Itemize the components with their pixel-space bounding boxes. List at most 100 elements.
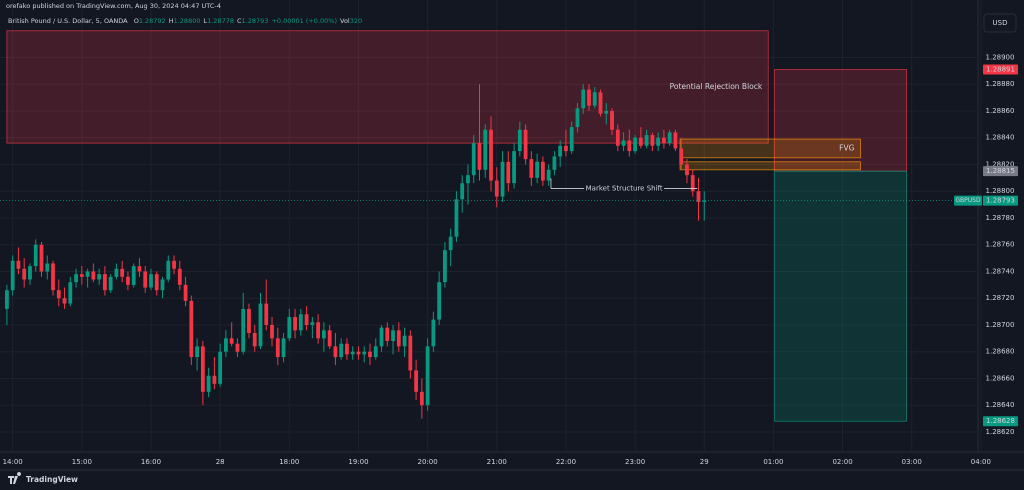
candle-body (252, 332, 257, 347)
legend-value: 1.28793 (242, 17, 269, 25)
candle-body (483, 129, 488, 170)
zone-label: FVG (839, 143, 854, 152)
candle-body (431, 319, 436, 347)
candle-body (448, 236, 453, 251)
x-tick-label: 15:00 (72, 458, 92, 466)
candle-body (598, 92, 603, 114)
candle-body (79, 274, 84, 277)
price-label-box (983, 64, 1018, 75)
price-label: 1.28815 (986, 167, 1015, 175)
candle-body (471, 143, 476, 176)
candle-body (437, 282, 442, 320)
candle-body (408, 335, 413, 371)
candle-body (379, 327, 384, 347)
candle-body (108, 276, 113, 291)
price-label-box (983, 195, 1018, 206)
candle-body (10, 260, 15, 291)
zones (6, 30, 907, 422)
candle-body (552, 156, 557, 170)
candle-body (633, 137, 637, 152)
candle-body (690, 175, 695, 192)
candle-body (247, 308, 251, 333)
grid (0, 0, 982, 452)
candle-body (264, 303, 269, 325)
candle-body (638, 137, 643, 146)
candle-body (564, 145, 568, 152)
candle-body (218, 351, 223, 384)
candle-body (662, 137, 666, 144)
legend-key: O (134, 17, 139, 25)
currency[interactable]: USD (993, 19, 1008, 27)
y-tick-label: 1.28780 (986, 214, 1015, 222)
candle-body (28, 266, 32, 280)
zone (679, 138, 861, 159)
candle-body (627, 140, 632, 152)
candle-body (587, 89, 591, 106)
axes: 1.289001.288801.288601.288401.288201.288… (3, 54, 1018, 466)
candle-body (558, 145, 563, 157)
y-tick-label: 1.28860 (986, 107, 1015, 115)
candle-body (85, 271, 90, 277)
candle-body (137, 266, 142, 272)
price-label: 1.28793 (986, 197, 1015, 205)
y-tick-label: 1.28660 (986, 374, 1015, 382)
x-tick-label: 29 (700, 458, 709, 466)
price-name-box (954, 195, 982, 206)
brand: TradingView (26, 475, 78, 484)
candle-body (615, 129, 620, 146)
candle-body (575, 108, 580, 128)
candle-body (581, 89, 586, 109)
legend-key: L (203, 17, 207, 25)
candles (5, 84, 707, 419)
candle-body (321, 330, 326, 339)
y-tick-label: 1.28880 (986, 80, 1015, 88)
candle-body (454, 199, 459, 237)
currency-box[interactable] (983, 13, 1017, 33)
x-tick-label: 23:00 (625, 458, 645, 466)
legend-value: 1.28800 (174, 17, 201, 25)
candle-body (460, 183, 465, 200)
candle-body (345, 343, 349, 355)
candle-body (535, 161, 540, 178)
candle-body (91, 271, 96, 280)
logo (8, 472, 22, 484)
y-tick-label: 1.28820 (986, 160, 1015, 168)
candle-body (22, 268, 27, 280)
candle-body (350, 351, 355, 355)
candle-body (414, 370, 418, 392)
x-tick-label: 03:00 (902, 458, 922, 466)
candle-body (224, 338, 228, 352)
candle-body (97, 274, 102, 280)
candle-body (391, 330, 395, 342)
candle-body (258, 303, 263, 347)
price-name: GBPUSD (955, 197, 981, 204)
zone-label: Potential Rejection Block (670, 82, 763, 91)
candle-body (644, 135, 649, 146)
candle-body (512, 151, 516, 184)
legend-value: 1.28778 (207, 17, 234, 25)
structure-label: Market Structure Shift (586, 185, 663, 193)
candle-body (45, 263, 50, 272)
x-tick-label: 22:00 (556, 458, 576, 466)
zone (774, 69, 907, 172)
legend-volume-key: Vol (340, 17, 350, 25)
candle-body (466, 175, 470, 184)
candle-body (696, 191, 701, 202)
candle-body (39, 244, 44, 272)
candle-body (500, 161, 505, 197)
candle-body (339, 343, 344, 358)
candle-body (177, 268, 182, 285)
candle-body (610, 110, 614, 130)
y-tick-label: 1.28800 (986, 187, 1015, 195)
candle-body (592, 92, 597, 106)
candle-body (402, 335, 407, 347)
candle-body (673, 132, 678, 149)
legend-key: C (237, 17, 242, 25)
x-tick-label: 20:00 (418, 458, 438, 466)
x-tick-label: 02:00 (832, 458, 852, 466)
candle-body (166, 260, 171, 280)
candle-body (74, 274, 78, 283)
legend-value: 1.28792 (139, 17, 166, 25)
candle-body (68, 282, 73, 304)
candle-body (287, 316, 292, 339)
